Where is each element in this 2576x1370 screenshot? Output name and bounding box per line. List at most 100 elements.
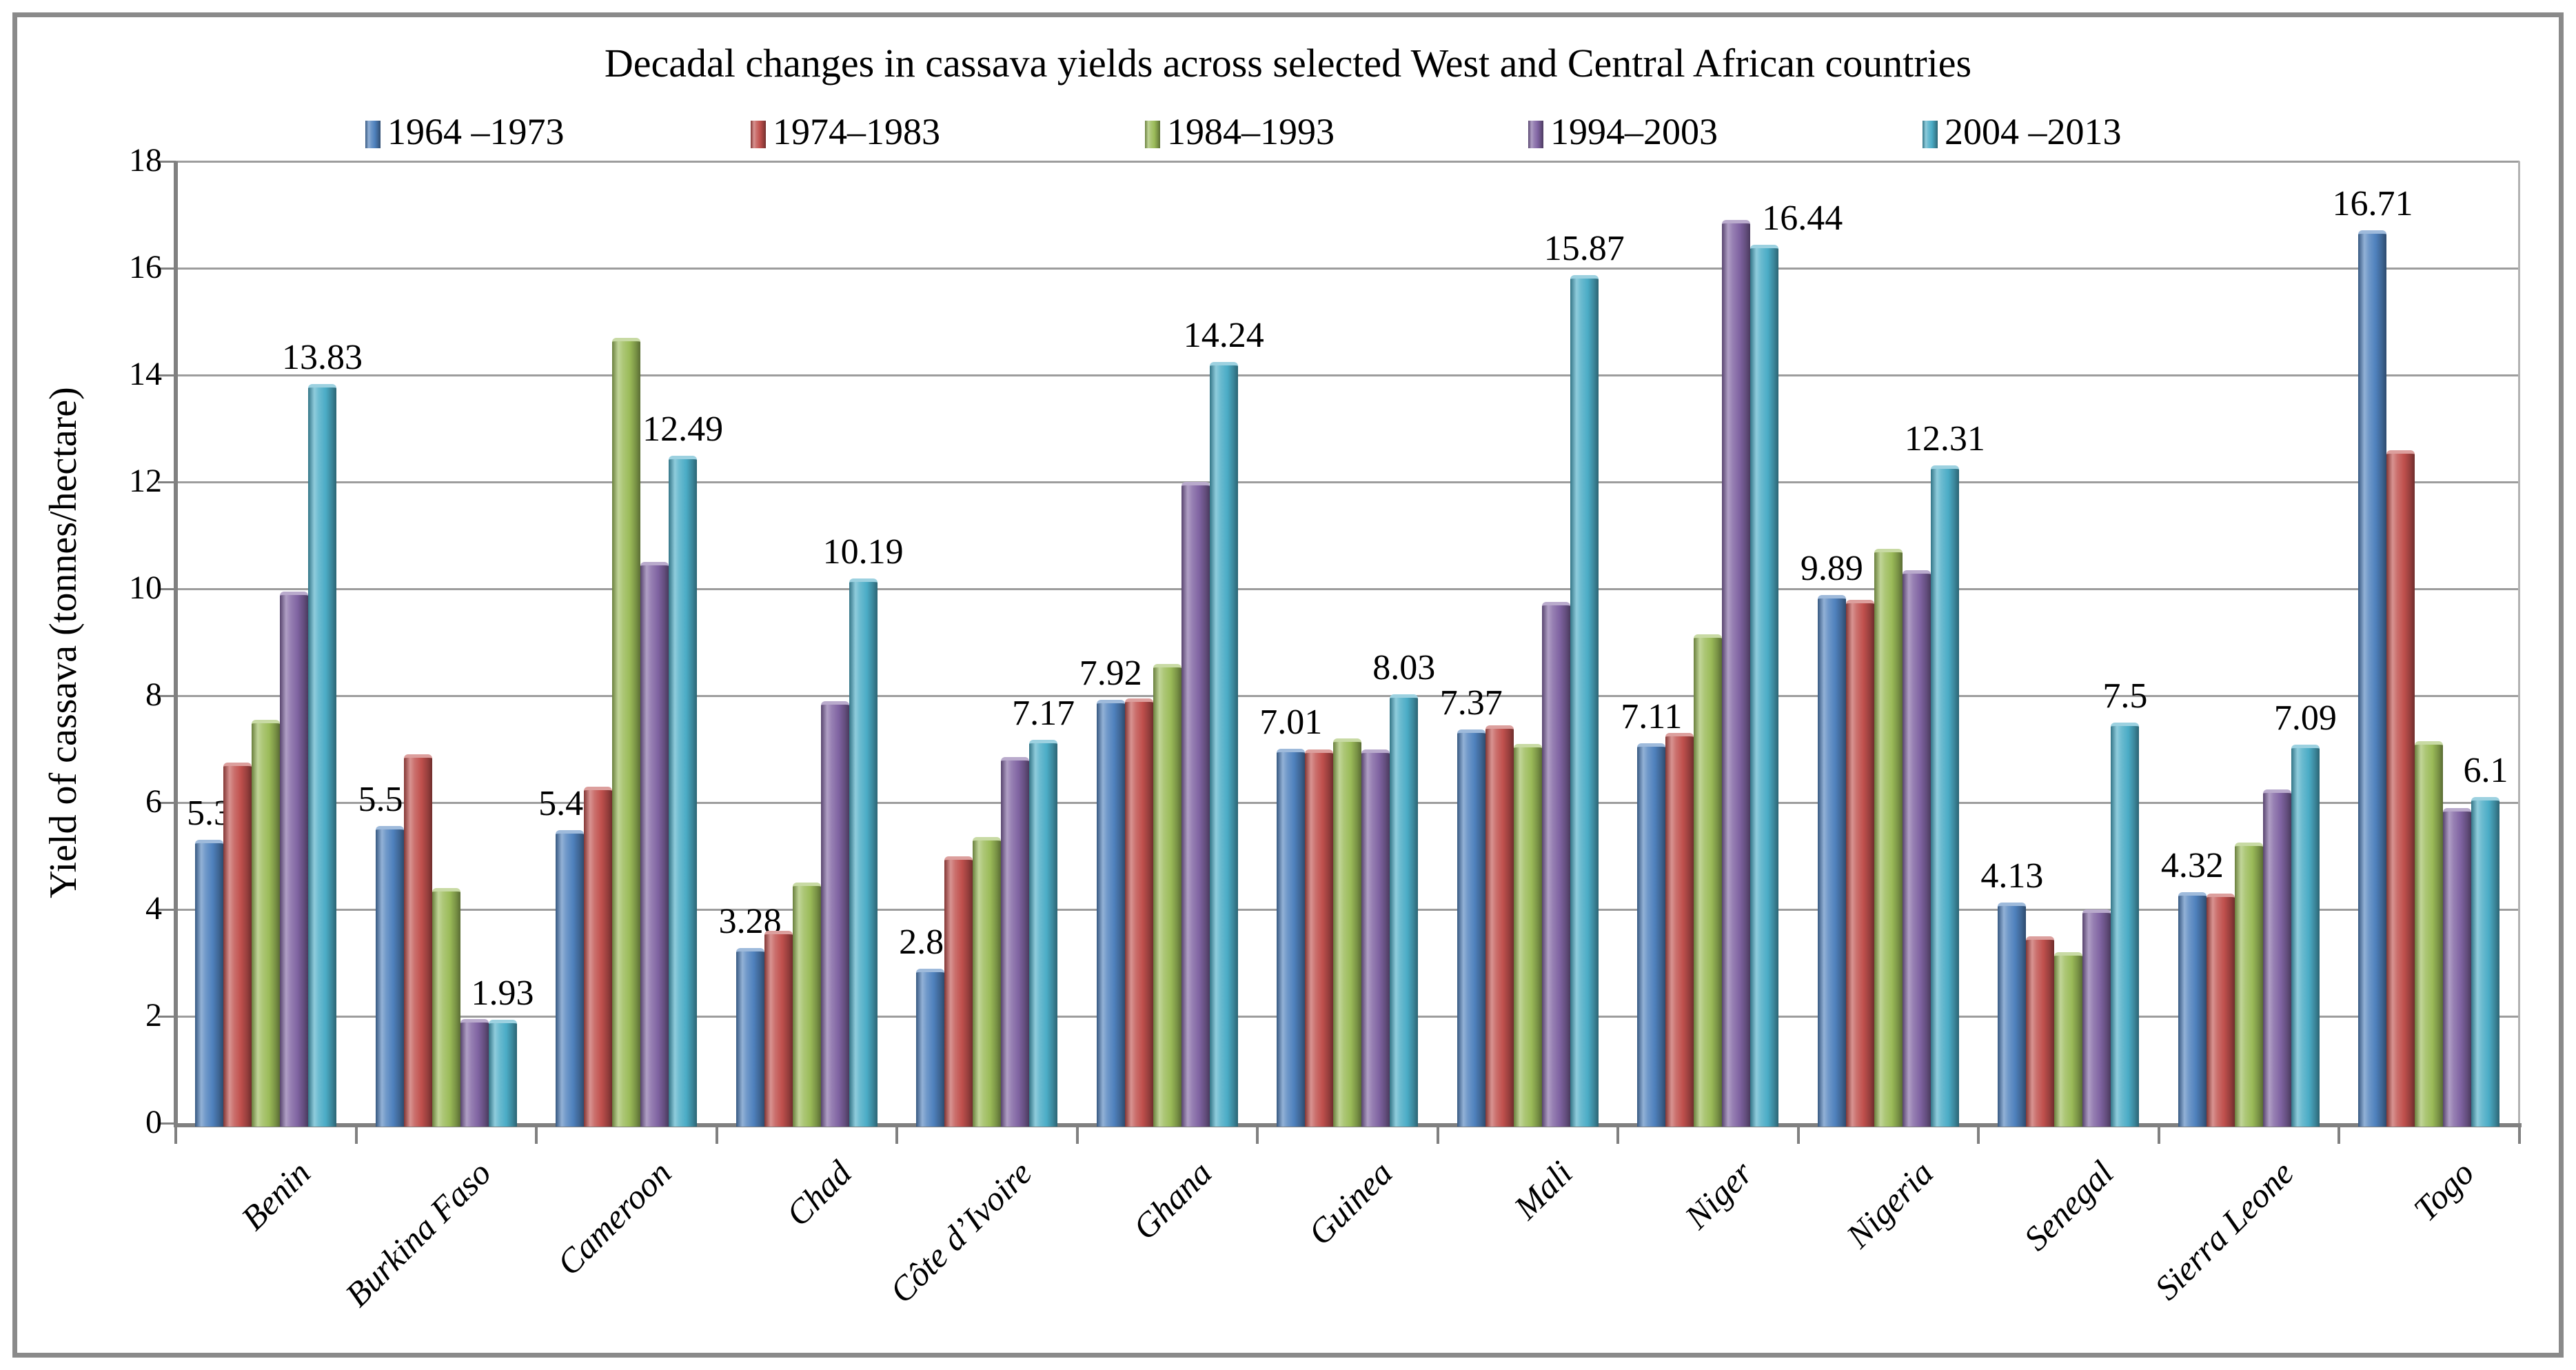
bar-togo-series-2 (2415, 741, 2444, 1127)
bar-ghana-series-3 (1181, 482, 1210, 1127)
bar-sierra-leone-series-0 (2178, 892, 2207, 1127)
data-label-series-0-10: 4.13 (1980, 856, 2044, 896)
bar-c-te-d-ivoire-series-4 (1029, 740, 1058, 1127)
bar-mali-series-4 (1570, 275, 1599, 1127)
data-label-series-4-11: 7.09 (2273, 698, 2337, 738)
y-tick-6 (158, 802, 176, 804)
data-label-series-4-8: 16.44 (1762, 198, 1843, 238)
data-label-series-0-6: 7.01 (1259, 702, 1323, 742)
bar-sierra-leone-series-3 (2262, 789, 2291, 1127)
x-tick-8 (1616, 1127, 1620, 1144)
gridline-y-18 (176, 161, 2519, 163)
data-label-series-4-6: 8.03 (1372, 647, 1436, 687)
bar-nigeria-series-3 (1902, 570, 1931, 1127)
bar-niger-series-2 (1694, 634, 1723, 1127)
data-label-series-0-11: 4.32 (2160, 846, 2224, 886)
y-tick-16 (158, 268, 176, 270)
bar-sierra-leone-series-2 (2234, 843, 2263, 1127)
y-tick-label-0: 0 (145, 1104, 162, 1140)
x-tick-6 (1256, 1127, 1259, 1144)
x-tick-7 (1436, 1127, 1439, 1144)
x-tick-2 (535, 1127, 538, 1144)
legend-label: 1984–1993 (1167, 111, 1335, 152)
gridline-y-10 (176, 588, 2519, 590)
bar-c-te-d-ivoire-series-1 (944, 856, 973, 1127)
data-label-series-4-9: 12.31 (1904, 419, 1985, 459)
bar-nigeria-series-0 (1817, 594, 1846, 1127)
legend-item-2: 1984–1993 (1145, 110, 1335, 152)
bar-togo-series-3 (2443, 807, 2472, 1127)
gridline-y-14 (176, 374, 2519, 376)
data-label-series-4-7: 15.87 (1543, 229, 1625, 269)
x-tick-12 (2337, 1127, 2341, 1144)
y-tick-2 (158, 1016, 176, 1018)
legend-item-4: 2004 –2013 (1923, 110, 2122, 152)
bar-guinea-series-4 (1390, 694, 1419, 1127)
legend-item-0: 1964 –1973 (365, 110, 565, 152)
x-tick-1 (354, 1127, 358, 1144)
bar-c-te-d-ivoire-series-0 (916, 969, 945, 1127)
x-tick-11 (2157, 1127, 2160, 1144)
gridline-y-8 (176, 695, 2519, 697)
bar-sierra-leone-series-1 (2206, 893, 2235, 1127)
y-tick-label-6: 6 (145, 783, 162, 820)
x-tick-0 (174, 1127, 177, 1144)
y-tick-label-4: 4 (145, 890, 162, 927)
bar-benin-series-3 (280, 591, 308, 1127)
x-tick-9 (1796, 1127, 1800, 1144)
bar-senegal-series-2 (2054, 952, 2083, 1127)
bar-ghana-series-1 (1124, 698, 1153, 1127)
legend-swatch-icon (751, 121, 766, 148)
bar-chad-series-1 (764, 931, 793, 1127)
x-tick-4 (895, 1127, 899, 1144)
bar-mali-series-1 (1485, 725, 1514, 1127)
y-tick-label-12: 12 (129, 463, 162, 499)
figure-border (12, 12, 2564, 1358)
bar-guinea-series-2 (1333, 738, 1362, 1127)
bar-niger-series-1 (1665, 733, 1694, 1127)
y-axis-line (174, 161, 178, 1127)
bar-senegal-series-3 (2082, 909, 2111, 1127)
legend-swatch-icon (1528, 121, 1543, 148)
bar-benin-series-4 (308, 384, 336, 1127)
x-tick-13 (2518, 1127, 2521, 1144)
gridline-y-12 (176, 481, 2519, 483)
data-label-series-4-2: 12.49 (642, 410, 724, 450)
bar-benin-series-2 (252, 719, 280, 1127)
y-tick-label-8: 8 (145, 676, 162, 713)
bar-niger-series-3 (1722, 220, 1751, 1127)
y-tick-label-14: 14 (129, 356, 162, 392)
bar-chad-series-3 (820, 701, 849, 1127)
data-label-series-4-5: 14.24 (1183, 316, 1264, 356)
data-label-series-4-3: 10.19 (822, 532, 904, 572)
bar-togo-series-4 (2471, 797, 2500, 1127)
bar-niger-series-4 (1750, 244, 1779, 1127)
data-label-series-0-12: 16.71 (2332, 183, 2413, 223)
bar-chad-series-4 (849, 578, 878, 1127)
legend-label: 1994–2003 (1550, 111, 1718, 152)
bar-mali-series-0 (1457, 729, 1485, 1127)
data-label-series-4-4: 7.17 (1012, 694, 1075, 734)
data-label-series-0-8: 7.11 (1621, 696, 1683, 736)
y-tick-8 (158, 695, 176, 697)
bar-cameroon-series-3 (640, 562, 669, 1127)
legend-swatch-icon (1145, 121, 1160, 148)
y-tick-12 (158, 481, 176, 483)
bar-cameroon-series-0 (556, 830, 585, 1127)
bar-burkina-faso-series-0 (375, 826, 404, 1127)
bar-togo-series-0 (2358, 230, 2387, 1127)
bar-burkina-faso-series-1 (403, 754, 432, 1127)
bar-guinea-series-0 (1277, 748, 1306, 1127)
plot-right-border (2518, 161, 2520, 1123)
data-label-series-0-7: 7.37 (1439, 683, 1503, 723)
y-tick-18 (158, 161, 176, 163)
y-tick-label-18: 18 (129, 142, 162, 179)
legend-item-3: 1994–2003 (1528, 110, 1718, 152)
data-label-series-4-10: 7.5 (2102, 676, 2148, 716)
bar-nigeria-series-1 (1845, 599, 1874, 1127)
bar-burkina-faso-series-2 (432, 888, 460, 1127)
bar-guinea-series-3 (1361, 749, 1390, 1127)
y-tick-label-10: 10 (129, 570, 162, 606)
bar-cameroon-series-2 (612, 337, 641, 1127)
